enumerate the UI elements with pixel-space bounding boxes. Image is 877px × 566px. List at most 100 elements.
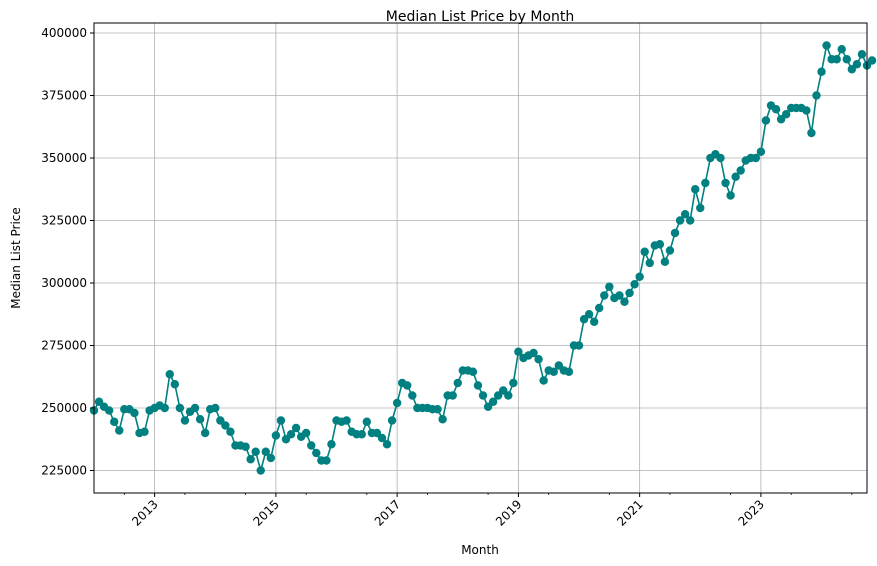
data-point — [807, 128, 816, 138]
data-point — [584, 310, 594, 319]
data-point — [200, 428, 210, 438]
data-point — [302, 428, 311, 438]
data-point — [509, 378, 518, 388]
data-point — [226, 427, 235, 436]
data-point — [438, 415, 447, 424]
data-point — [726, 191, 735, 200]
data-point — [539, 376, 548, 385]
data-point — [266, 453, 276, 463]
data-point — [756, 147, 766, 156]
data-point — [488, 397, 498, 406]
data-point — [211, 403, 220, 413]
data-point — [736, 166, 745, 175]
data-point — [180, 416, 190, 425]
data-point — [342, 416, 351, 425]
data-point — [589, 317, 599, 326]
data-point — [574, 341, 584, 350]
data-point — [190, 403, 200, 413]
data-point — [696, 203, 705, 213]
data-point — [312, 448, 321, 458]
data-point — [771, 105, 781, 114]
data-point — [640, 247, 649, 256]
data-point — [534, 355, 543, 364]
y-tick-label: 375000 — [41, 89, 87, 103]
data-point — [822, 41, 831, 50]
data-point — [327, 440, 336, 449]
data-point — [701, 178, 710, 188]
data-point — [751, 153, 761, 163]
data-point — [514, 347, 523, 356]
data-point — [175, 403, 185, 413]
data-point — [286, 430, 296, 439]
data-point — [110, 417, 119, 426]
data-point — [635, 272, 644, 281]
y-axis-label: Median List Price — [9, 207, 23, 309]
chart-title: Median List Price by Month — [386, 9, 574, 25]
data-point — [357, 430, 366, 439]
data-point — [256, 466, 265, 475]
data-point — [564, 367, 574, 376]
data-point — [549, 367, 558, 376]
data-point — [670, 228, 680, 238]
data-point — [448, 391, 457, 400]
series — [89, 41, 877, 475]
data-point — [842, 55, 851, 64]
y-tick-label: 225000 — [41, 464, 87, 478]
data-point — [731, 172, 740, 181]
data-point — [433, 405, 442, 414]
data-point — [261, 447, 270, 456]
data-point — [251, 447, 260, 456]
data-point — [195, 415, 205, 424]
data-point — [685, 216, 695, 225]
data-point — [595, 303, 604, 313]
grid — [94, 23, 867, 493]
data-point — [832, 55, 841, 64]
data-point — [104, 406, 114, 415]
data-point — [615, 291, 624, 300]
data-point — [802, 106, 811, 115]
data-point — [140, 427, 149, 436]
data-point — [478, 391, 488, 400]
x-tick-label: 2019 — [493, 497, 524, 528]
data-point — [716, 153, 725, 163]
y-tick-label: 350000 — [41, 151, 87, 165]
data-point — [291, 423, 301, 433]
y-tick-label: 300000 — [41, 276, 87, 290]
data-point — [246, 455, 255, 464]
data-point — [655, 240, 665, 249]
x-axis-label: Month — [461, 543, 499, 557]
x-tick-label: 2021 — [614, 497, 645, 528]
data-point — [468, 367, 478, 376]
data-point — [600, 291, 609, 300]
x-tick-label: 2023 — [736, 497, 767, 528]
data-point — [271, 431, 281, 440]
data-point — [221, 421, 230, 430]
data-point — [115, 426, 124, 435]
data-point — [377, 433, 387, 443]
data-point — [276, 416, 286, 425]
y-tick-label: 250000 — [41, 401, 87, 415]
data-point — [665, 246, 675, 255]
data-point — [529, 348, 538, 358]
data-point — [473, 381, 483, 390]
data-point — [130, 408, 139, 418]
data-point — [403, 381, 412, 390]
data-point — [660, 257, 670, 266]
data-point — [817, 67, 826, 76]
y-tick-label: 400000 — [41, 26, 87, 40]
plot-frame — [93, 22, 868, 494]
data-point — [781, 110, 791, 119]
x-tick-label: 2013 — [129, 497, 160, 528]
data-point — [852, 60, 862, 69]
data-point — [857, 50, 867, 59]
data-point — [241, 442, 250, 451]
data-point — [837, 45, 846, 54]
data-point — [362, 417, 372, 426]
data-point — [675, 216, 685, 225]
data-point — [392, 398, 402, 408]
y-tick-label: 275000 — [41, 339, 87, 353]
data-point — [645, 258, 654, 268]
axes: 225000 250000 275000 300000 325000 350000 3750… — [41, 26, 853, 529]
data-point — [761, 116, 771, 125]
